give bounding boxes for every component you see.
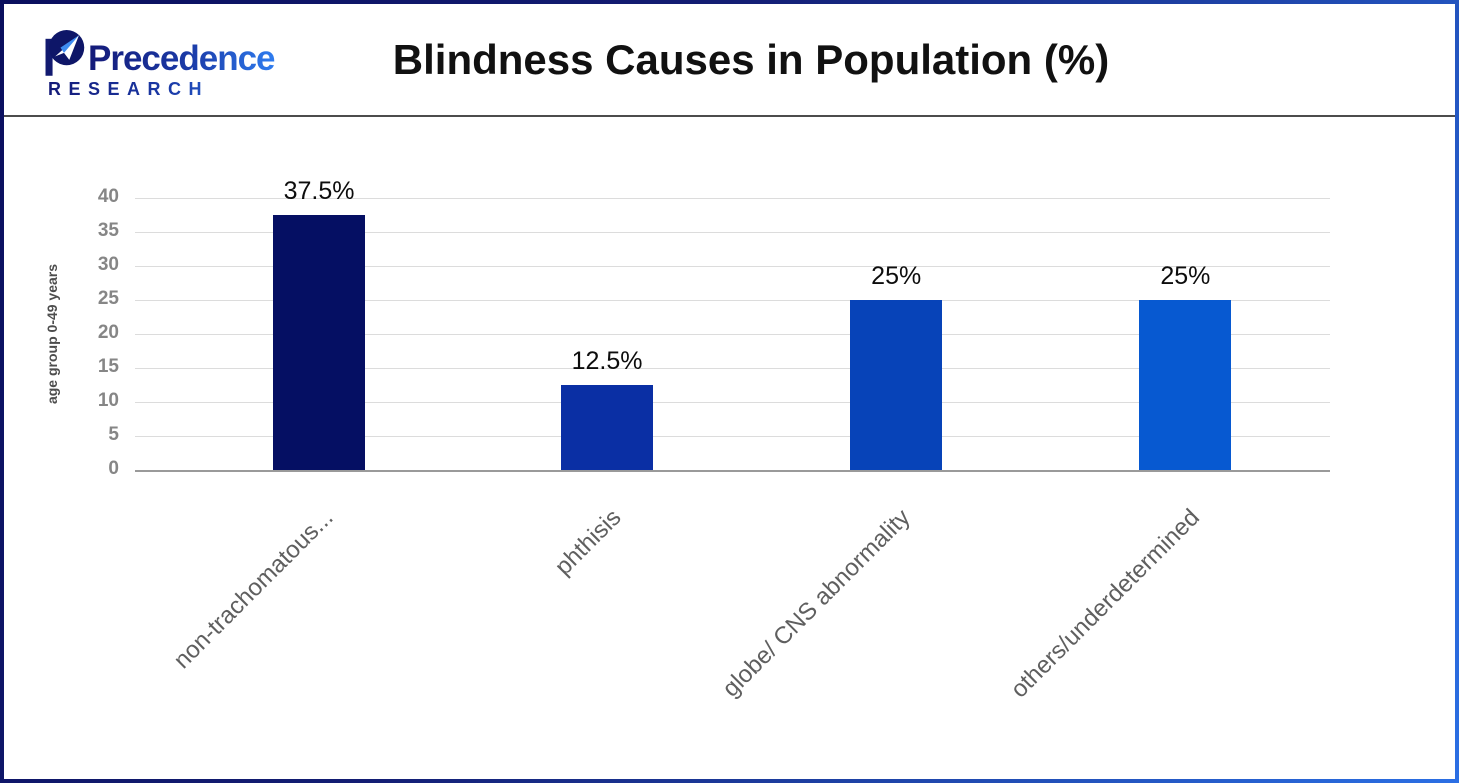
- y-tick-label: 0: [108, 457, 119, 479]
- page-title: Blindness Causes in Population (%): [392, 35, 1110, 83]
- gridline: [135, 232, 1330, 233]
- gridline: [135, 334, 1330, 335]
- bar-value-label: 12.5%: [571, 347, 643, 375]
- bar-value-label: 37.5%: [283, 177, 355, 205]
- y-tick-label: 10: [97, 389, 119, 411]
- y-tick-label: 30: [97, 253, 119, 275]
- precedence-logo: Precedence RESEARCH: [42, 26, 276, 98]
- y-tick-label: 35: [97, 219, 119, 241]
- x-category-label: globe/ CNS abnormality: [716, 504, 916, 703]
- gridline: [135, 198, 1330, 199]
- x-category-label: phthisis: [549, 504, 627, 581]
- y-tick-label: 15: [97, 355, 119, 377]
- chart-area: age group 0-49 years 0 5 10 15 20 25 30 35 40 37.…: [4, 117, 1455, 773]
- y-tick-label: 40: [97, 185, 119, 207]
- gridline: [135, 266, 1330, 267]
- gridline: [135, 402, 1330, 403]
- y-tick-label: 5: [108, 423, 119, 445]
- gridline: [135, 436, 1330, 437]
- logo-top-row: Precedence: [42, 26, 276, 78]
- logo-wordmark: Precedence: [88, 39, 276, 78]
- bar-2: 12.5%: [561, 347, 654, 470]
- bar-4: 25%: [1139, 262, 1232, 470]
- page: Precedence RESEARCH Blindness Causes in …: [4, 4, 1455, 779]
- bar-1: 37.5%: [273, 177, 366, 470]
- x-axis-line: [135, 470, 1330, 472]
- header: Precedence RESEARCH Blindness Causes in …: [4, 4, 1455, 117]
- x-category-label: non-trachomatous...: [168, 504, 339, 675]
- gridline: [135, 368, 1330, 369]
- paper-plane-logo-icon: [45, 30, 85, 76]
- bar-value-label: 25%: [871, 262, 922, 290]
- x-category-label: others/underdetermined: [1005, 504, 1205, 704]
- y-tick-label: 25: [97, 287, 119, 309]
- plot-area: 0 5 10 15 20 25 30 35 40 37.5% non-trachomatous...…: [98, 177, 1330, 703]
- bar-3: 25%: [850, 262, 943, 470]
- logo-subtitle: RESEARCH: [48, 80, 272, 98]
- gridline: [135, 300, 1330, 301]
- y-tick-label: 20: [97, 321, 119, 343]
- bar-value-label: 25%: [1160, 262, 1211, 290]
